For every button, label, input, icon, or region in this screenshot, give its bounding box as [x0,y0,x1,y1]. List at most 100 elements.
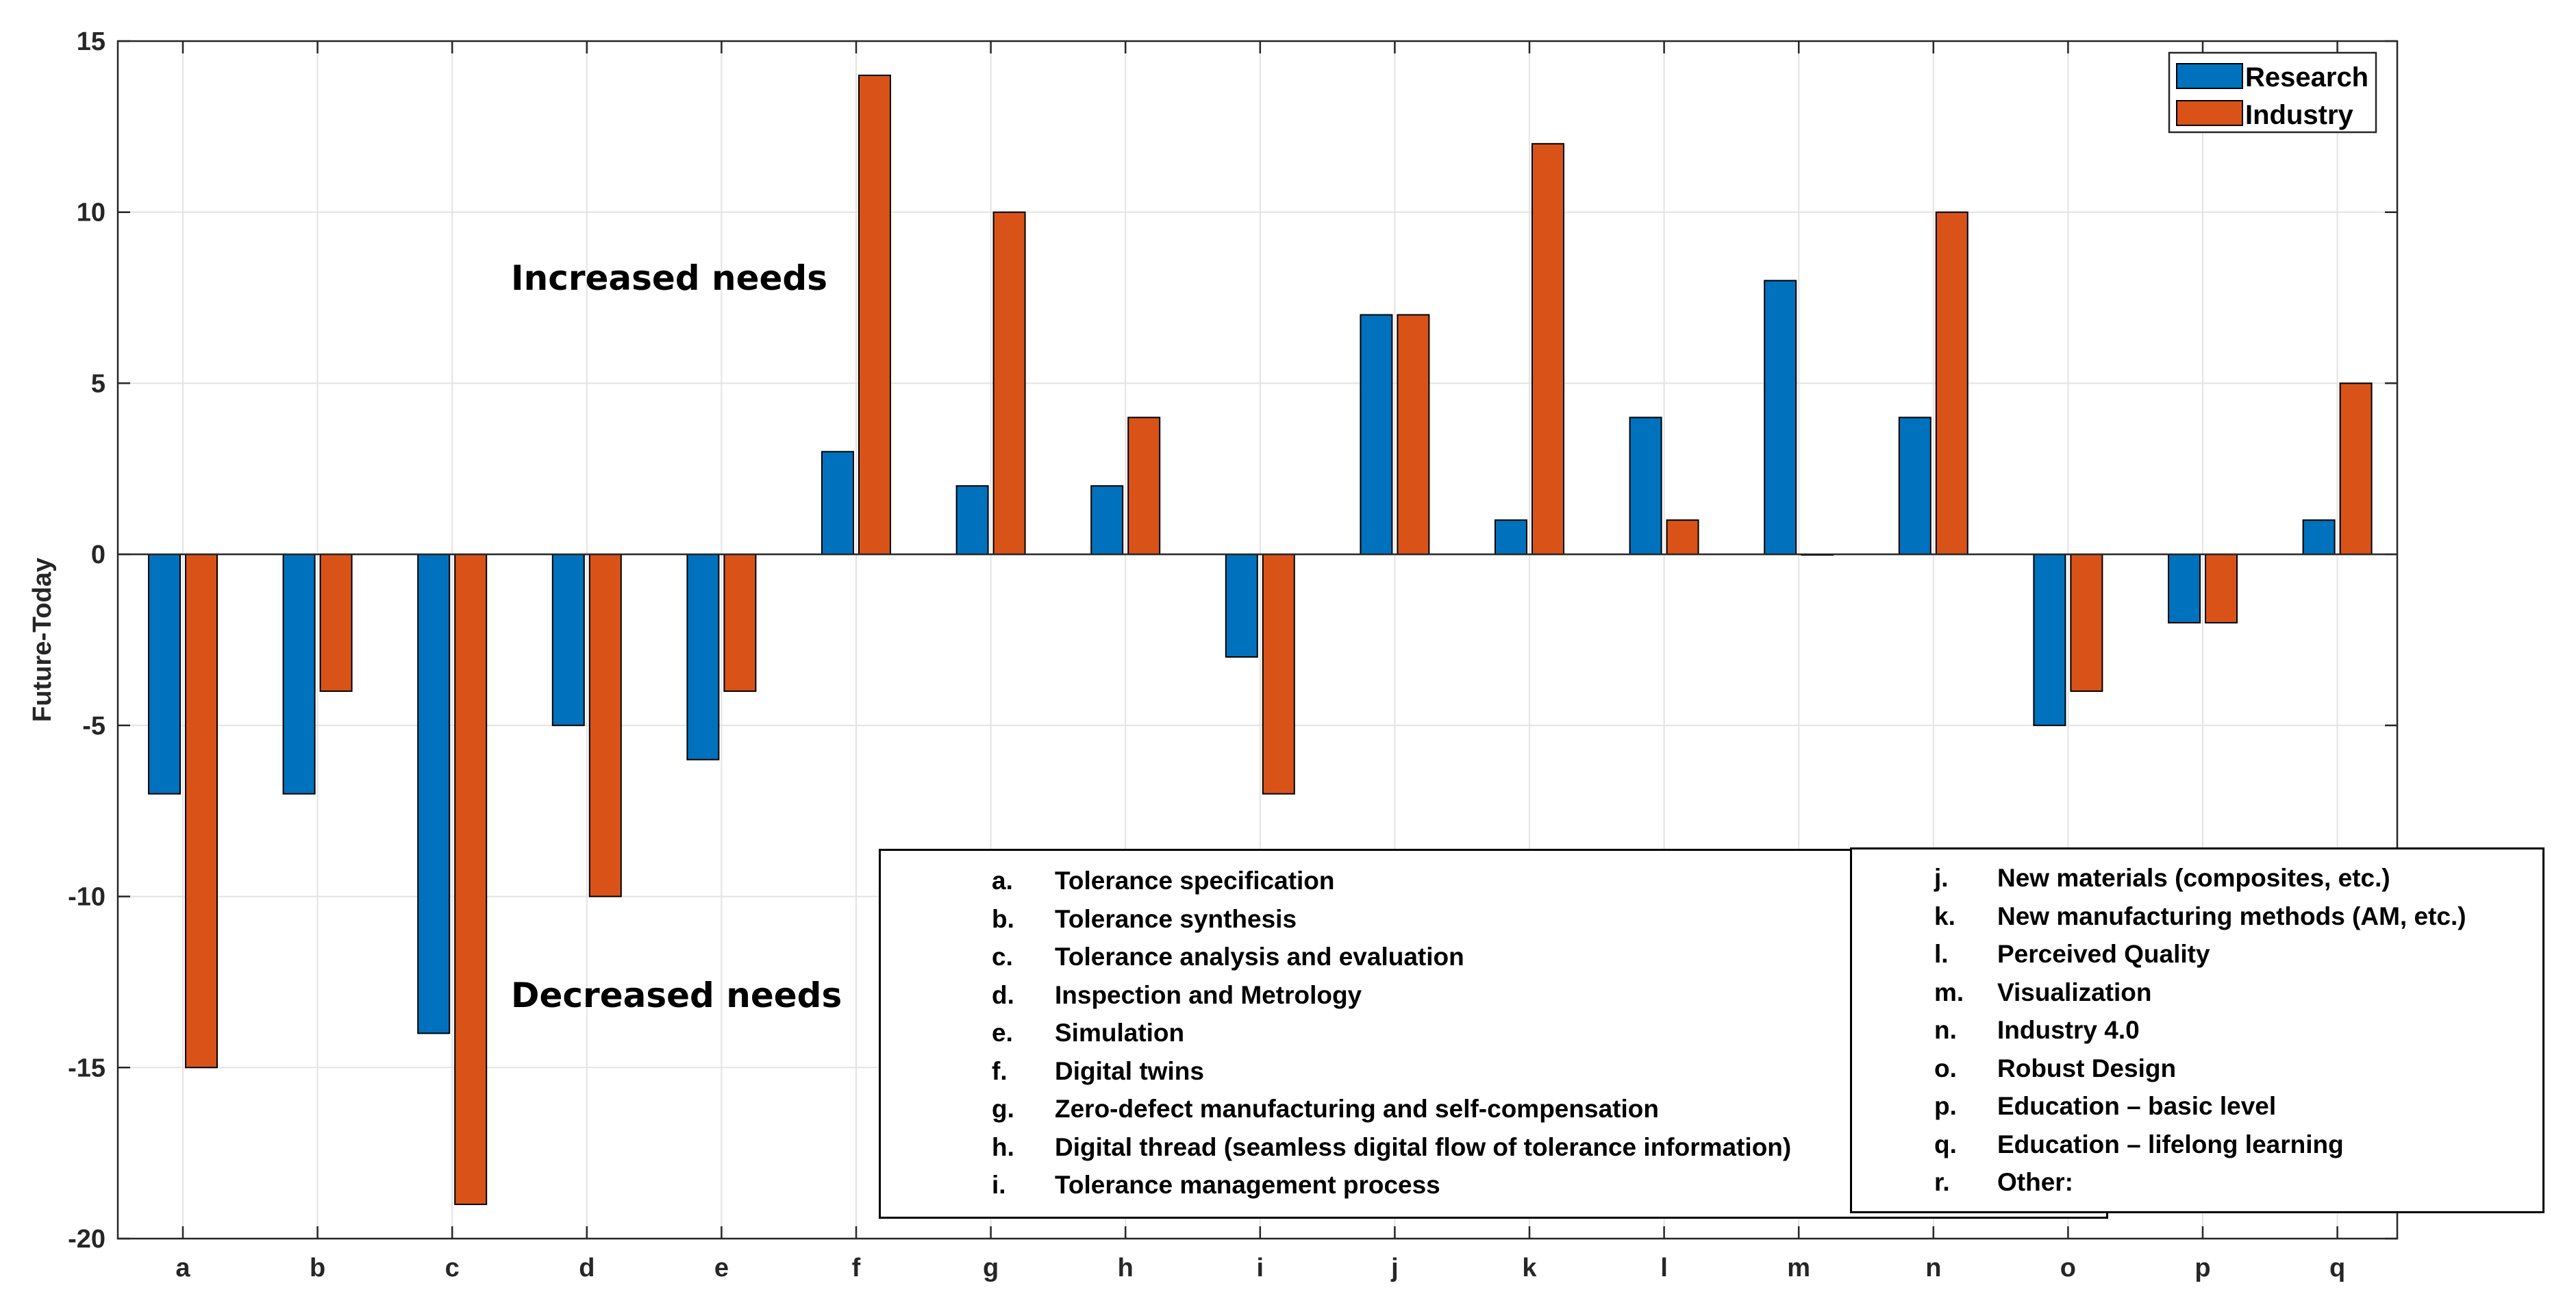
key-item-text: Tolerance synthesis [1055,904,1297,933]
bar-industry-k [1531,142,1564,556]
bar-industry-n [1935,211,1968,556]
x-tick-label-g: g [983,1254,999,1282]
x-tick-label-m: m [1787,1254,1810,1282]
annotation-decreased: Decreased needs [511,976,842,1015]
bar-industry-g [992,211,1026,556]
key-item-text: New materials (composites, etc.) [1997,864,2390,892]
bar-industry-f [858,74,891,556]
key-item-a: a. Tolerance specification [992,862,2106,900]
x-tick-label-f: f [852,1254,861,1282]
bars [148,74,2373,1206]
key-item-j: j. New materials (composites, etc.) [1934,859,2542,897]
key-item-letter: k. [1934,902,1955,930]
key-item-q: q. Education – lifelong learning [1934,1126,2542,1164]
bar-research-g [955,485,989,556]
key-item-b: b. Tolerance synthesis [992,900,2106,939]
y-tick-label-5: -10 [68,883,105,912]
key-item-letter: c. [992,943,1013,971]
legend: Research Industry [2168,51,2377,134]
key-item-letter: l. [1934,940,1949,968]
bar-research-e [686,554,720,760]
key-item-letter: n. [1934,1016,1957,1044]
bar-research-o [2033,554,2066,726]
key-item-letter: a. [992,867,1013,895]
x-tick-label-n: n [1925,1254,1941,1282]
key-item-text: Other: [1997,1168,2073,1196]
plot-area-frame [116,40,2399,1240]
key-list-right: j. New materials (composites, etc.) k. New … [1934,859,2542,1202]
bar-industry-p [2205,554,2238,624]
key-item-text: Tolerance analysis and evaluation [1055,943,1464,971]
x-tick-label-e: e [714,1254,729,1282]
bar-research-k [1495,519,1527,556]
key-item-f: f. Digital twins [992,1052,2106,1091]
category-key-right: j. New materials (composites, etc.) k. New … [1850,847,2544,1213]
bar-research-d [551,554,585,726]
key-item-letter: d. [992,980,1014,1009]
key-item-p: p. Education – basic level [1934,1087,2542,1126]
bar-research-l [1629,417,1662,556]
bar-industry-q [2339,382,2373,556]
bar-industry-l [1666,519,1699,556]
key-item-letter: m. [1934,978,1964,1006]
key-item-text: Industry 4.0 [1997,1016,2140,1044]
key-item-text: New manufacturing methods (AM, etc.) [1997,902,2466,930]
key-item-text: Education – basic level [1997,1092,2277,1120]
key-item-c: c. Tolerance analysis and evaluation [992,938,2106,976]
key-item-r: r. Other: [1934,1163,2542,1202]
y-tick-label-2: 5 [91,369,105,398]
bar-research-i [1225,554,1258,658]
y-tick-label-4: -5 [82,712,105,741]
bar-industry-o [2070,554,2103,692]
x-tick-label-k: k [1522,1254,1537,1282]
bar-industry-i [1262,554,1295,795]
x-tick-label-b: b [310,1254,325,1282]
key-item-text: Visualization [1997,978,2152,1006]
bar-research-m [1764,280,1797,556]
key-item-n: n. Industry 4.0 [1934,1011,2542,1050]
y-axis-label: Future-Today [28,558,57,722]
y-tick-label-0: 15 [77,27,105,56]
key-item-text: Zero-defect manufacturing and self-compe… [1055,1095,1659,1123]
bar-industry-e [723,554,757,692]
bar-research-p [2168,554,2201,624]
bar-research-n [1898,417,1931,556]
key-item-letter: q. [1934,1130,1957,1158]
legend-swatch-research [2176,63,2243,89]
bar-research-c [417,554,451,1034]
key-item-i: i. Tolerance management process [992,1166,2106,1204]
x-tick-label-p: p [2194,1254,2210,1282]
x-tick-label-q: q [2329,1254,2345,1282]
key-item-text: Education – lifelong learning [1997,1130,2344,1158]
key-item-g: g. Zero-defect manufacturing and self-com… [992,1090,2106,1128]
bar-research-f [821,451,854,556]
bar-industry-b [319,554,353,692]
key-item-text: Simulation [1055,1019,1185,1047]
annotation-increased: Increased needs [511,258,827,298]
bar-industry-a [185,554,218,1069]
legend-label-research: Research [2245,62,2368,92]
x-tick-label-d: d [579,1254,595,1282]
key-item-o: o. Robust Design [1934,1050,2542,1088]
y-tick-label-1: 10 [77,199,105,227]
x-tick-label-c: c [445,1254,460,1282]
key-item-text: Inspection and Metrology [1055,980,1362,1009]
key-item-m: m. Visualization [1934,973,2542,1012]
key-item-text: Tolerance management process [1055,1171,1440,1199]
bar-industry-d [588,554,622,897]
key-item-l: l. Perceived Quality [1934,935,2542,973]
x-tick-label-i: i [1257,1254,1264,1282]
key-item-k: k. New manufacturing methods (AM, etc.) [1934,897,2542,936]
bar-research-j [1360,314,1393,556]
key-item-letter: g. [992,1095,1014,1123]
x-ticks: a b c d e f g h i j k l m n o p q [175,41,2345,1282]
key-list-left: a. Tolerance specification b. Tolerance syn… [992,862,2106,1204]
bar-research-a [148,554,181,795]
key-item-text: Robust Design [1997,1054,2177,1082]
key-item-letter: h. [992,1132,1014,1161]
key-item-letter: b. [992,904,1014,933]
x-tick-label-a: a [175,1254,190,1282]
key-item-letter: r. [1934,1168,1950,1196]
legend-label-industry: Industry [2245,100,2354,130]
key-item-e: e. Simulation [992,1014,2106,1052]
